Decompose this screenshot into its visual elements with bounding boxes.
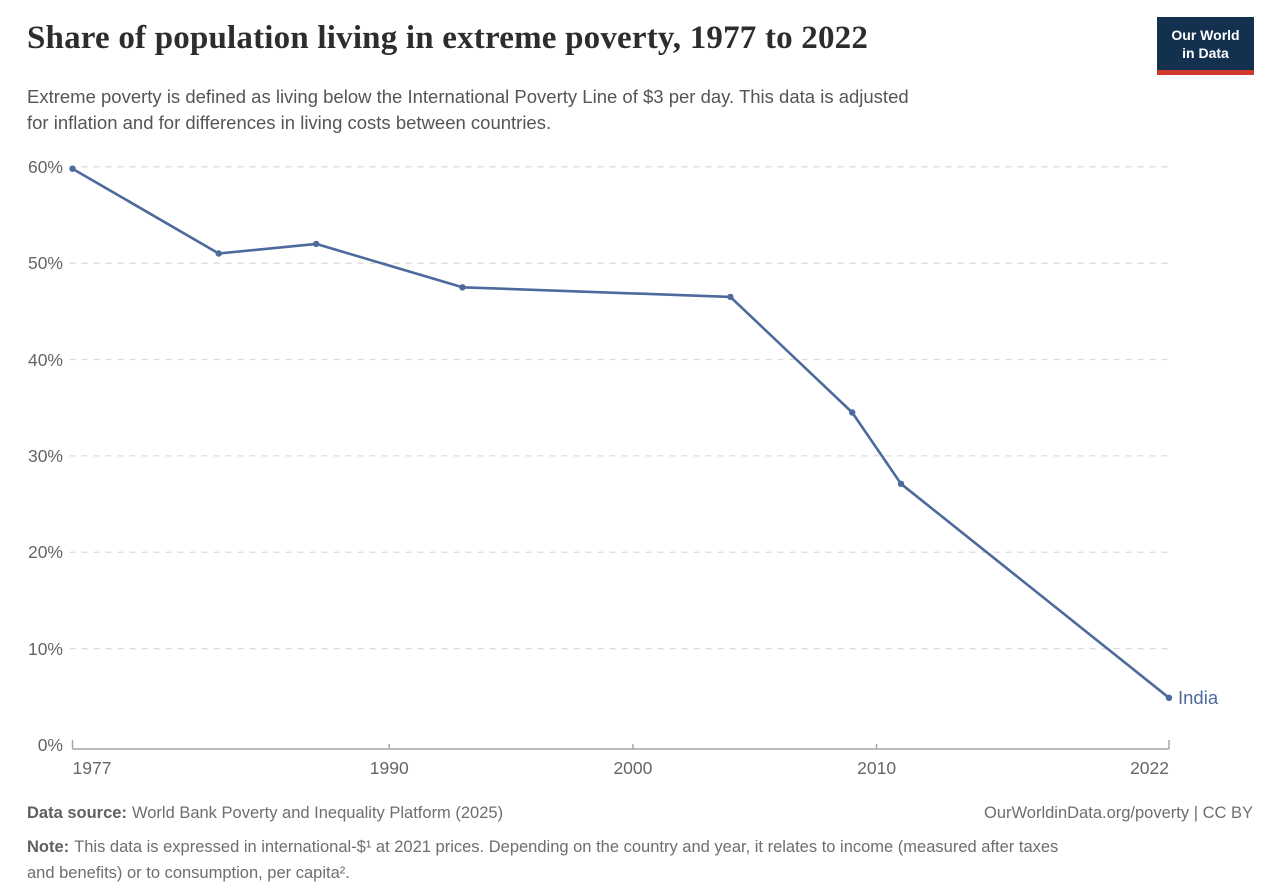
chart-subtitle: Extreme poverty is defined as living bel…	[27, 84, 909, 136]
y-tick-label: 40%	[27, 349, 63, 370]
y-tick-label: 60%	[27, 156, 63, 177]
y-tick-label: 30%	[27, 445, 63, 466]
series-label-india[interactable]: India	[1178, 686, 1219, 708]
data-point[interactable]	[1165, 694, 1173, 701]
y-tick-label: 0%	[37, 735, 63, 755]
data-line-india	[71, 167, 1171, 700]
owid-logo-accent-bar	[1157, 70, 1254, 75]
x-tick-label: 1990	[369, 758, 409, 778]
data-point[interactable]	[69, 165, 76, 172]
data-source-text: World Bank Poverty and Inequality Platfo…	[131, 804, 504, 822]
x-tick-label: 2010	[857, 758, 897, 778]
data-point[interactable]	[849, 409, 856, 416]
owid-logo-text-line2: in Data	[1182, 45, 1229, 61]
y-tick-label: 20%	[27, 542, 63, 563]
y-tick-label: 10%	[27, 638, 63, 659]
x-tick-label: 2022	[1130, 758, 1169, 778]
chart-subtitle-line2: for inflation and for differences in liv…	[27, 112, 552, 133]
footer-attribution-row: Data source: World Bank Poverty and Inequ…	[27, 802, 1253, 824]
page-title: Share of population living in extreme po…	[27, 20, 869, 56]
footer-note-line2: and benefits) or to consumption, per cap…	[27, 864, 350, 882]
x-axis	[71, 740, 1170, 750]
data-point[interactable]	[215, 250, 222, 257]
footer-note-line1: This data is expressed in international-…	[74, 838, 1059, 856]
rights-and-license: OurWorldinData.org/poverty | CC BY	[984, 804, 1253, 822]
data-point[interactable]	[897, 480, 905, 487]
chart-subtitle-line1: Extreme poverty is defined as living bel…	[27, 86, 909, 107]
footer-note-label: Note:	[27, 838, 70, 856]
data-source-label: Data source:	[27, 804, 127, 822]
gridlines	[69, 166, 1169, 650]
data-points-india	[69, 165, 1173, 701]
x-tick-label: 1977	[72, 758, 112, 778]
data-point[interactable]	[727, 293, 734, 301]
owid-logo-box: Our World in Data	[1157, 17, 1254, 70]
x-tick-label: 2000	[613, 758, 653, 778]
owid-logo: Our World in Data	[1157, 17, 1254, 75]
footer-note: Note: This data is expressed in internati…	[27, 834, 1058, 886]
data-point[interactable]	[313, 240, 320, 248]
owid-logo-text-line1: Our World	[1171, 27, 1240, 43]
data-source: Data source: World Bank Poverty and Inequ…	[27, 802, 503, 824]
data-point[interactable]	[459, 284, 466, 291]
y-tick-label: 50%	[27, 253, 63, 274]
